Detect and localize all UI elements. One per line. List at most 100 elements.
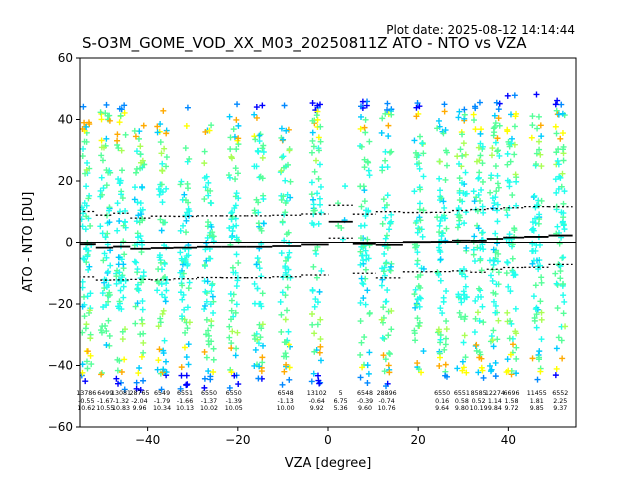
scatter-point — [235, 195, 242, 202]
scatter-point — [560, 210, 567, 217]
scatter-point — [417, 272, 424, 279]
scatter-point — [381, 368, 388, 375]
scatter-point — [442, 215, 449, 222]
scatter-point — [285, 254, 292, 261]
scatter-point — [119, 336, 126, 343]
scatter-point — [358, 143, 365, 150]
scatter-point — [530, 293, 537, 300]
scatter-point — [231, 205, 238, 212]
scatter-point — [361, 198, 368, 205]
scatter-point — [495, 147, 502, 154]
scatter-point — [205, 327, 212, 334]
scatter-point — [140, 122, 147, 129]
scatter-point — [182, 145, 189, 152]
bin-mean-label: -1.37 — [201, 398, 217, 405]
scatter-point — [503, 207, 510, 214]
scatter-point — [114, 367, 121, 374]
bin-count-label: 6548 — [278, 390, 294, 397]
scatter-point — [460, 140, 467, 147]
scatter-point — [475, 225, 482, 232]
scatter-point — [163, 185, 170, 192]
scatter-point — [384, 287, 391, 294]
scatter-point — [233, 222, 240, 229]
scatter-point — [435, 328, 442, 335]
scatter-point — [470, 188, 477, 195]
scatter-point — [208, 122, 215, 129]
scatter-point — [154, 278, 161, 285]
scatter-point — [511, 92, 518, 99]
scatter-point — [492, 230, 499, 237]
scatter-point — [134, 285, 141, 292]
scatter-point — [479, 143, 486, 150]
scatter-point — [510, 341, 517, 348]
scatter-point — [476, 349, 483, 356]
scatter-point — [416, 160, 423, 167]
scatter-point — [259, 102, 266, 109]
scatter-point — [105, 268, 112, 275]
scatter-point — [97, 223, 104, 230]
scatter-point — [137, 143, 144, 150]
scatter-point — [134, 300, 141, 307]
scatter-point — [177, 227, 184, 234]
scatter-point — [512, 171, 519, 178]
bin-std-label: 10.62 — [77, 405, 95, 412]
scatter-point — [97, 109, 104, 116]
scatter-point — [256, 138, 263, 145]
scatter-point — [83, 183, 90, 190]
scatter-point — [553, 345, 560, 352]
scatter-point — [232, 309, 239, 316]
scatter-point — [508, 111, 515, 118]
scatter-point — [87, 352, 94, 359]
scatter-point — [280, 136, 287, 143]
scatter-point — [476, 99, 483, 106]
scatter-point — [183, 354, 190, 361]
scatter-point — [159, 160, 166, 167]
scatter-point — [471, 258, 478, 265]
y-tick-label: −20 — [48, 297, 73, 311]
scatter-point — [186, 279, 193, 286]
scatter-point — [416, 200, 423, 207]
scatter-point — [135, 212, 142, 219]
scatter-point — [378, 282, 385, 289]
scatter-point — [388, 148, 395, 155]
scatter-point — [388, 326, 395, 333]
scatter-point — [132, 320, 139, 327]
scatter-point — [490, 125, 497, 132]
scatter-point — [179, 296, 186, 303]
y-axis: −60 −40 −20 0 20 40 60 — [48, 51, 80, 434]
scatter-point — [84, 348, 91, 355]
bin-mean-label: -2.04 — [131, 398, 147, 405]
scatter-point — [494, 201, 501, 208]
scatter-point — [504, 309, 511, 316]
scatter-point — [113, 375, 120, 382]
scatter-point — [251, 362, 258, 369]
scatter-point — [309, 100, 316, 107]
scatter-point — [364, 158, 371, 165]
scatter-point — [443, 288, 450, 295]
scatter-point — [252, 346, 259, 353]
scatter-point — [185, 205, 192, 212]
scatter-point — [308, 149, 315, 156]
bin-mean-label: -0.74 — [378, 398, 394, 405]
scatter-point — [103, 182, 110, 189]
scatter-point — [282, 199, 289, 206]
scatter-point — [441, 108, 448, 115]
scatter-point — [459, 358, 466, 365]
scatter-point — [416, 226, 423, 233]
scatter-point — [315, 134, 322, 141]
scatter-point — [420, 207, 427, 214]
scatter-point — [436, 175, 443, 182]
scatter-point — [260, 148, 267, 155]
scatter-point — [103, 341, 110, 348]
y-tick-label: 0 — [65, 236, 73, 250]
scatter-point — [311, 330, 318, 337]
scatter-point — [314, 190, 321, 197]
scatter-point — [138, 316, 145, 323]
scatter-point — [316, 288, 323, 295]
scatter-point — [463, 369, 470, 376]
scatter-point — [454, 365, 461, 372]
scatter-point — [456, 309, 463, 316]
scatter-point — [181, 191, 188, 198]
scatter-point — [233, 146, 240, 153]
scatter-point — [457, 146, 464, 153]
